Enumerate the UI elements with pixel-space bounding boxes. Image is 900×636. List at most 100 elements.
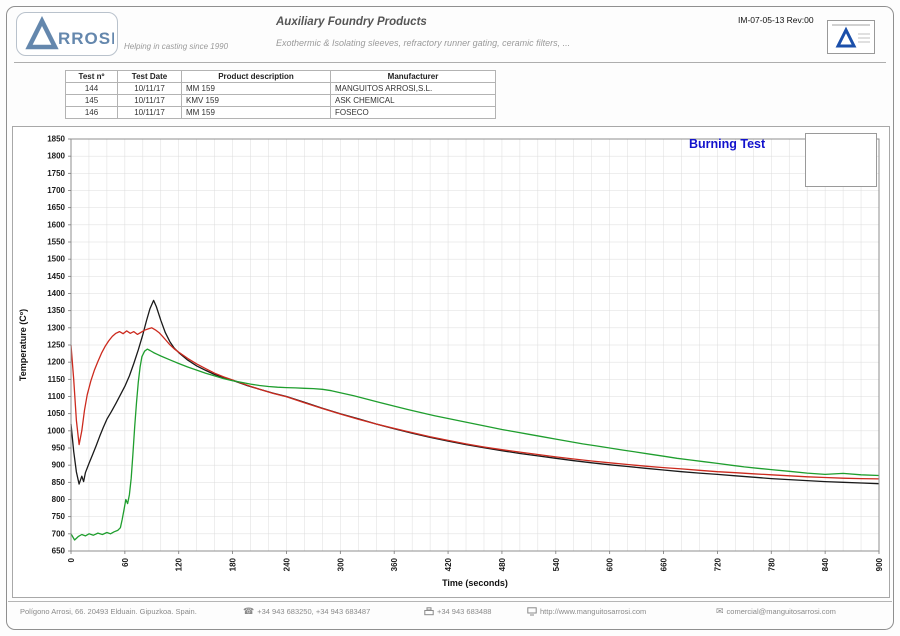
tick-labels: 650 700 750 800 850 900 950 1000 1050 1100 1150 120… — [47, 135, 884, 572]
table-row: 145 10/11/17 KMV 159 ASK CHEMICAL — [65, 94, 496, 107]
legend-box — [805, 133, 877, 187]
cell-test-date: 10/11/17 — [117, 106, 182, 119]
svg-text:120: 120 — [175, 557, 184, 571]
fax-icon — [424, 607, 434, 616]
svg-text:800: 800 — [52, 495, 66, 504]
col-header-test-date: Test Date — [117, 70, 182, 83]
cell-test-no: 145 — [65, 94, 118, 107]
footer-fax-text: +34 943 683488 — [437, 607, 492, 616]
footer-phone: ☎ +34 943 683250, +34 943 683487 — [243, 606, 371, 617]
phone-icon: ☎ — [243, 606, 255, 616]
cell-test-date: 10/11/17 — [117, 82, 182, 95]
svg-text:1100: 1100 — [48, 392, 66, 401]
col-header-manufacturer: Manufacturer — [330, 70, 496, 83]
svg-text:780: 780 — [767, 557, 776, 571]
certification-badge-icon — [827, 20, 875, 54]
burning-test-chart: Time (seconds) Temperature (Cº) 650 700 75… — [12, 126, 890, 598]
svg-text:900: 900 — [875, 557, 884, 571]
svg-text:1150: 1150 — [48, 375, 66, 384]
certification-badge — [827, 20, 875, 59]
svg-text:600: 600 — [606, 557, 615, 571]
svg-text:1000: 1000 — [47, 426, 65, 435]
svg-text:1500: 1500 — [47, 255, 65, 264]
svg-text:650: 650 — [52, 547, 66, 556]
svg-text:1050: 1050 — [47, 409, 65, 418]
svg-text:300: 300 — [336, 557, 345, 571]
footer-address-text: Polígono Arrosi, 66. 20493 Elduain. Gipu… — [20, 607, 197, 616]
svg-text:700: 700 — [52, 529, 66, 538]
svg-text:480: 480 — [498, 557, 507, 571]
svg-text:1750: 1750 — [47, 169, 65, 178]
svg-text:180: 180 — [229, 557, 238, 571]
footer-web-text: http://www.manguitosarrosi.com — [540, 607, 647, 616]
cell-test-no: 146 — [65, 106, 118, 119]
svg-text:0: 0 — [67, 557, 76, 562]
svg-text:840: 840 — [821, 557, 830, 571]
svg-text:420: 420 — [444, 557, 453, 571]
svg-text:540: 540 — [552, 557, 561, 571]
logo-letters: RROSI — [58, 29, 114, 48]
test-table: Test nº Test Date Product description Ma… — [65, 70, 496, 119]
footer-fax: +34 943 683488 — [424, 607, 491, 616]
table-row: 146 10/11/17 MM 159 FOSECO — [65, 106, 496, 119]
cell-test-no: 144 — [65, 82, 118, 95]
svg-text:900: 900 — [52, 461, 66, 470]
svg-text:1450: 1450 — [47, 272, 65, 281]
table-row: 144 10/11/17 MM 159 MANGUITOS ARROSI,S.L… — [65, 82, 496, 95]
cell-product: MM 159 — [181, 106, 331, 119]
svg-text:1250: 1250 — [47, 341, 65, 350]
svg-text:950: 950 — [52, 444, 66, 453]
cell-product: KMV 159 — [181, 94, 331, 107]
svg-text:660: 660 — [660, 557, 669, 571]
svg-text:1400: 1400 — [47, 289, 65, 298]
grid-lines — [70, 138, 880, 552]
header-divider — [14, 62, 886, 63]
document-title: Auxiliary Foundry Products — [276, 16, 427, 28]
footer-email: ✉ comercial@manguitosarrosi.com — [716, 606, 836, 617]
svg-text:720: 720 — [713, 557, 722, 571]
arrosi-logo-icon: RROSI — [25, 16, 114, 50]
footer-phone-text: +34 943 683250, +34 943 683487 — [257, 607, 371, 616]
cell-product: MM 159 — [181, 82, 331, 95]
series-green-line — [70, 348, 880, 541]
cell-manufacturer: MANGUITOS ARROSI,S.L. — [330, 82, 496, 95]
document-code: IM-07-05-13 Rev:00 — [738, 15, 814, 25]
svg-text:60: 60 — [121, 557, 130, 566]
svg-text:1550: 1550 — [47, 238, 65, 247]
x-axis-title: Time (seconds) — [442, 578, 508, 588]
axes — [68, 138, 880, 554]
footer-web: http://www.manguitosarrosi.com — [527, 607, 646, 616]
svg-text:1350: 1350 — [47, 306, 65, 315]
chart-title: Burning Test — [689, 137, 766, 151]
svg-text:1850: 1850 — [47, 135, 65, 144]
svg-text:360: 360 — [390, 557, 399, 571]
col-header-test-no: Test nº — [65, 70, 118, 83]
footer-divider — [8, 601, 892, 602]
document-subtitle: Exothermic & Isolating sleeves, refracto… — [276, 38, 571, 48]
svg-text:1700: 1700 — [47, 186, 65, 195]
company-logo: RROSI — [16, 12, 118, 56]
y-axis-title: Temperature (Cº) — [18, 309, 28, 381]
svg-text:750: 750 — [52, 512, 66, 521]
svg-text:240: 240 — [282, 557, 291, 571]
svg-text:1300: 1300 — [47, 323, 65, 332]
company-tagline: Helping in casting since 1990 — [124, 42, 229, 51]
footer-email-text: comercial@manguitosarrosi.com — [726, 607, 836, 616]
series-red-line — [70, 327, 880, 480]
cell-manufacturer: FOSECO — [330, 106, 496, 119]
monitor-icon — [527, 607, 537, 616]
svg-text:850: 850 — [52, 478, 66, 487]
data-series — [70, 299, 880, 541]
cell-test-date: 10/11/17 — [117, 94, 182, 107]
svg-text:1200: 1200 — [47, 358, 65, 367]
cell-manufacturer: ASK CHEMICAL — [330, 94, 496, 107]
svg-text:1600: 1600 — [47, 220, 65, 229]
svg-text:1650: 1650 — [47, 203, 65, 212]
table-header-row: Test nº Test Date Product description Ma… — [65, 70, 496, 83]
email-icon: ✉ — [716, 606, 724, 616]
col-header-product: Product description — [181, 70, 331, 83]
svg-text:1800: 1800 — [47, 152, 65, 161]
chart-canvas: Time (seconds) Temperature (Cº) 650 700 75… — [18, 135, 884, 589]
footer-address: Polígono Arrosi, 66. 20493 Elduain. Gipu… — [20, 607, 197, 616]
